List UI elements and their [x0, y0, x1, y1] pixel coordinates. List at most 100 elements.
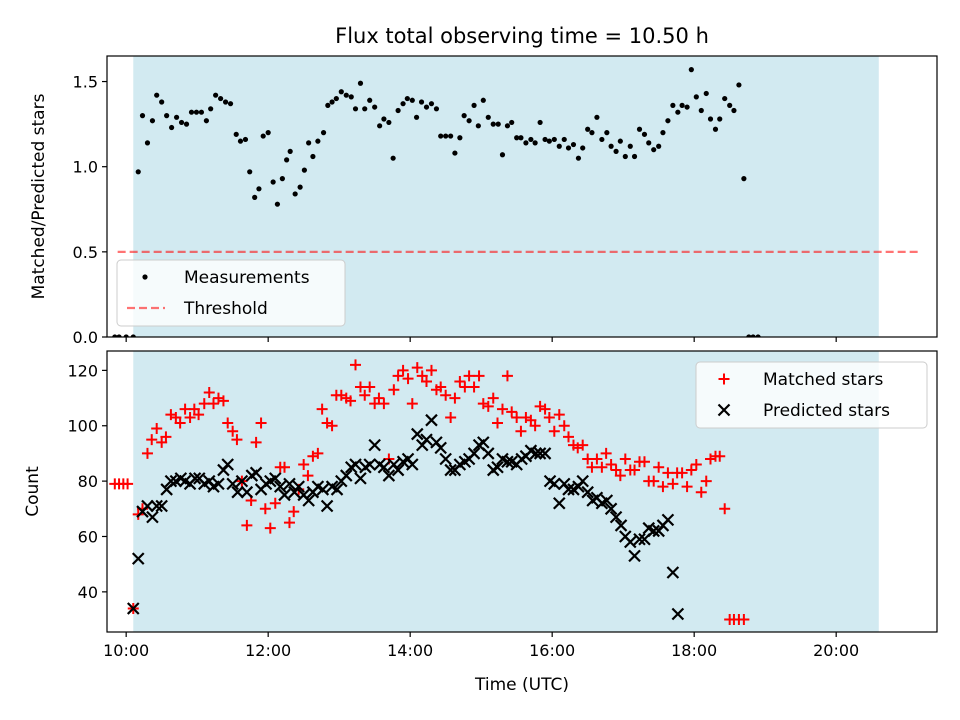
predicted-star-point	[141, 499, 154, 513]
predicted-star-point	[562, 483, 575, 496]
matched-star-point	[269, 497, 281, 509]
predicted-star-point	[614, 519, 628, 532]
measurement-point	[703, 90, 709, 97]
predicted-star-point	[164, 474, 178, 488]
matched-star-point	[695, 486, 707, 498]
predicted-star-point	[581, 485, 594, 499]
measurement-point	[693, 94, 699, 100]
predicted-star-point	[146, 510, 159, 524]
predicted-star-point	[609, 510, 623, 524]
measurement-point	[274, 201, 281, 207]
legend-measurement-marker	[142, 274, 148, 280]
matched-star-point	[492, 417, 504, 429]
measurement-point	[509, 119, 515, 126]
measurement-point	[679, 102, 685, 108]
measurement-point	[684, 104, 690, 110]
matched-star-point	[700, 475, 712, 487]
matched-star-point	[359, 389, 371, 401]
bottom-ylabel: Count	[23, 466, 43, 517]
measurement-point	[193, 109, 200, 115]
measurement-point	[604, 130, 610, 136]
predicted-star-point	[126, 602, 140, 615]
bottom-xtick-label: 20:00	[813, 641, 859, 660]
predicted-star-point	[529, 447, 543, 460]
predicted-star-point	[283, 477, 296, 491]
matched-star-point	[179, 403, 191, 415]
measurement-point	[514, 135, 520, 141]
predicted-star-point	[406, 458, 419, 471]
measurement-point	[213, 92, 219, 98]
predicted-star-point	[481, 447, 495, 460]
predicted-star-point	[548, 477, 561, 491]
measurement-point	[518, 135, 524, 141]
matched-star-point	[657, 481, 669, 493]
predicted-star-point	[212, 477, 225, 491]
bottom-frame	[106, 350, 938, 633]
matched-star-point	[543, 411, 555, 423]
measurement-point	[433, 106, 440, 112]
top-ytick-label: 1.0	[73, 158, 98, 177]
predicted-star-point	[349, 458, 362, 471]
matched-star-point	[146, 434, 158, 446]
measurement-point	[139, 113, 146, 119]
measurement-point	[717, 116, 723, 122]
measurement-point	[154, 92, 160, 98]
measurement-point	[617, 138, 623, 144]
predicted-star-point	[382, 469, 396, 482]
measurement-point	[116, 334, 122, 337]
matched-star-point	[354, 381, 366, 393]
top-legend-label: Threshold	[183, 299, 268, 319]
predicted-star-point	[425, 413, 438, 427]
measurement-point	[707, 116, 714, 122]
matched-star-point	[141, 447, 153, 459]
matched-star-point	[454, 375, 466, 387]
predicted-star-point	[604, 502, 618, 516]
matched-star-point	[515, 425, 527, 437]
measurement-point	[636, 126, 643, 132]
matched-star-point	[468, 381, 480, 393]
predicted-star-point	[240, 485, 254, 499]
measurement-point	[570, 141, 577, 148]
matched-star-point	[482, 400, 494, 412]
matched-star-point	[619, 453, 631, 465]
matched-star-point	[690, 459, 702, 471]
measurement-point	[203, 118, 210, 124]
matched-star-point	[425, 364, 437, 376]
measurement-point	[599, 136, 605, 143]
bottom-legend-label: Matched stars	[763, 370, 883, 390]
predicted-star-point	[552, 496, 566, 510]
matched-star-point	[600, 447, 612, 459]
predicted-star-point	[600, 494, 614, 507]
measurement-point	[712, 126, 719, 132]
matched-star-point	[681, 481, 693, 493]
measurement-point	[338, 89, 344, 95]
measurement-point	[651, 147, 657, 153]
matched-star-point	[198, 398, 210, 410]
measurement-point	[159, 99, 165, 105]
measurement-point	[688, 67, 694, 73]
measurement-point	[504, 123, 511, 129]
measurement-point	[237, 138, 244, 144]
measurement-point	[608, 143, 614, 149]
matched-star-point	[151, 423, 163, 435]
matched-star-point	[529, 420, 541, 432]
matched-star-point	[316, 403, 328, 415]
matched-star-point	[288, 506, 300, 518]
measurement-point	[188, 109, 195, 115]
predicted-star-point	[354, 472, 367, 485]
matched-star-point	[582, 453, 594, 465]
matched-star-point	[231, 434, 243, 446]
matched-star-point	[350, 359, 362, 371]
matched-star-point	[241, 519, 253, 531]
matched-star-point	[208, 398, 220, 410]
matched-star-point	[435, 381, 447, 393]
measurement-point	[542, 136, 548, 143]
top-legend-box	[116, 259, 346, 327]
predicted-star-point	[538, 447, 552, 460]
matched-star-point	[255, 417, 267, 429]
predicted-star-point	[647, 524, 660, 538]
measurement-point	[722, 95, 728, 102]
measurement-point	[310, 153, 316, 160]
matched-star-point	[662, 467, 674, 479]
measurement-point	[208, 106, 214, 112]
